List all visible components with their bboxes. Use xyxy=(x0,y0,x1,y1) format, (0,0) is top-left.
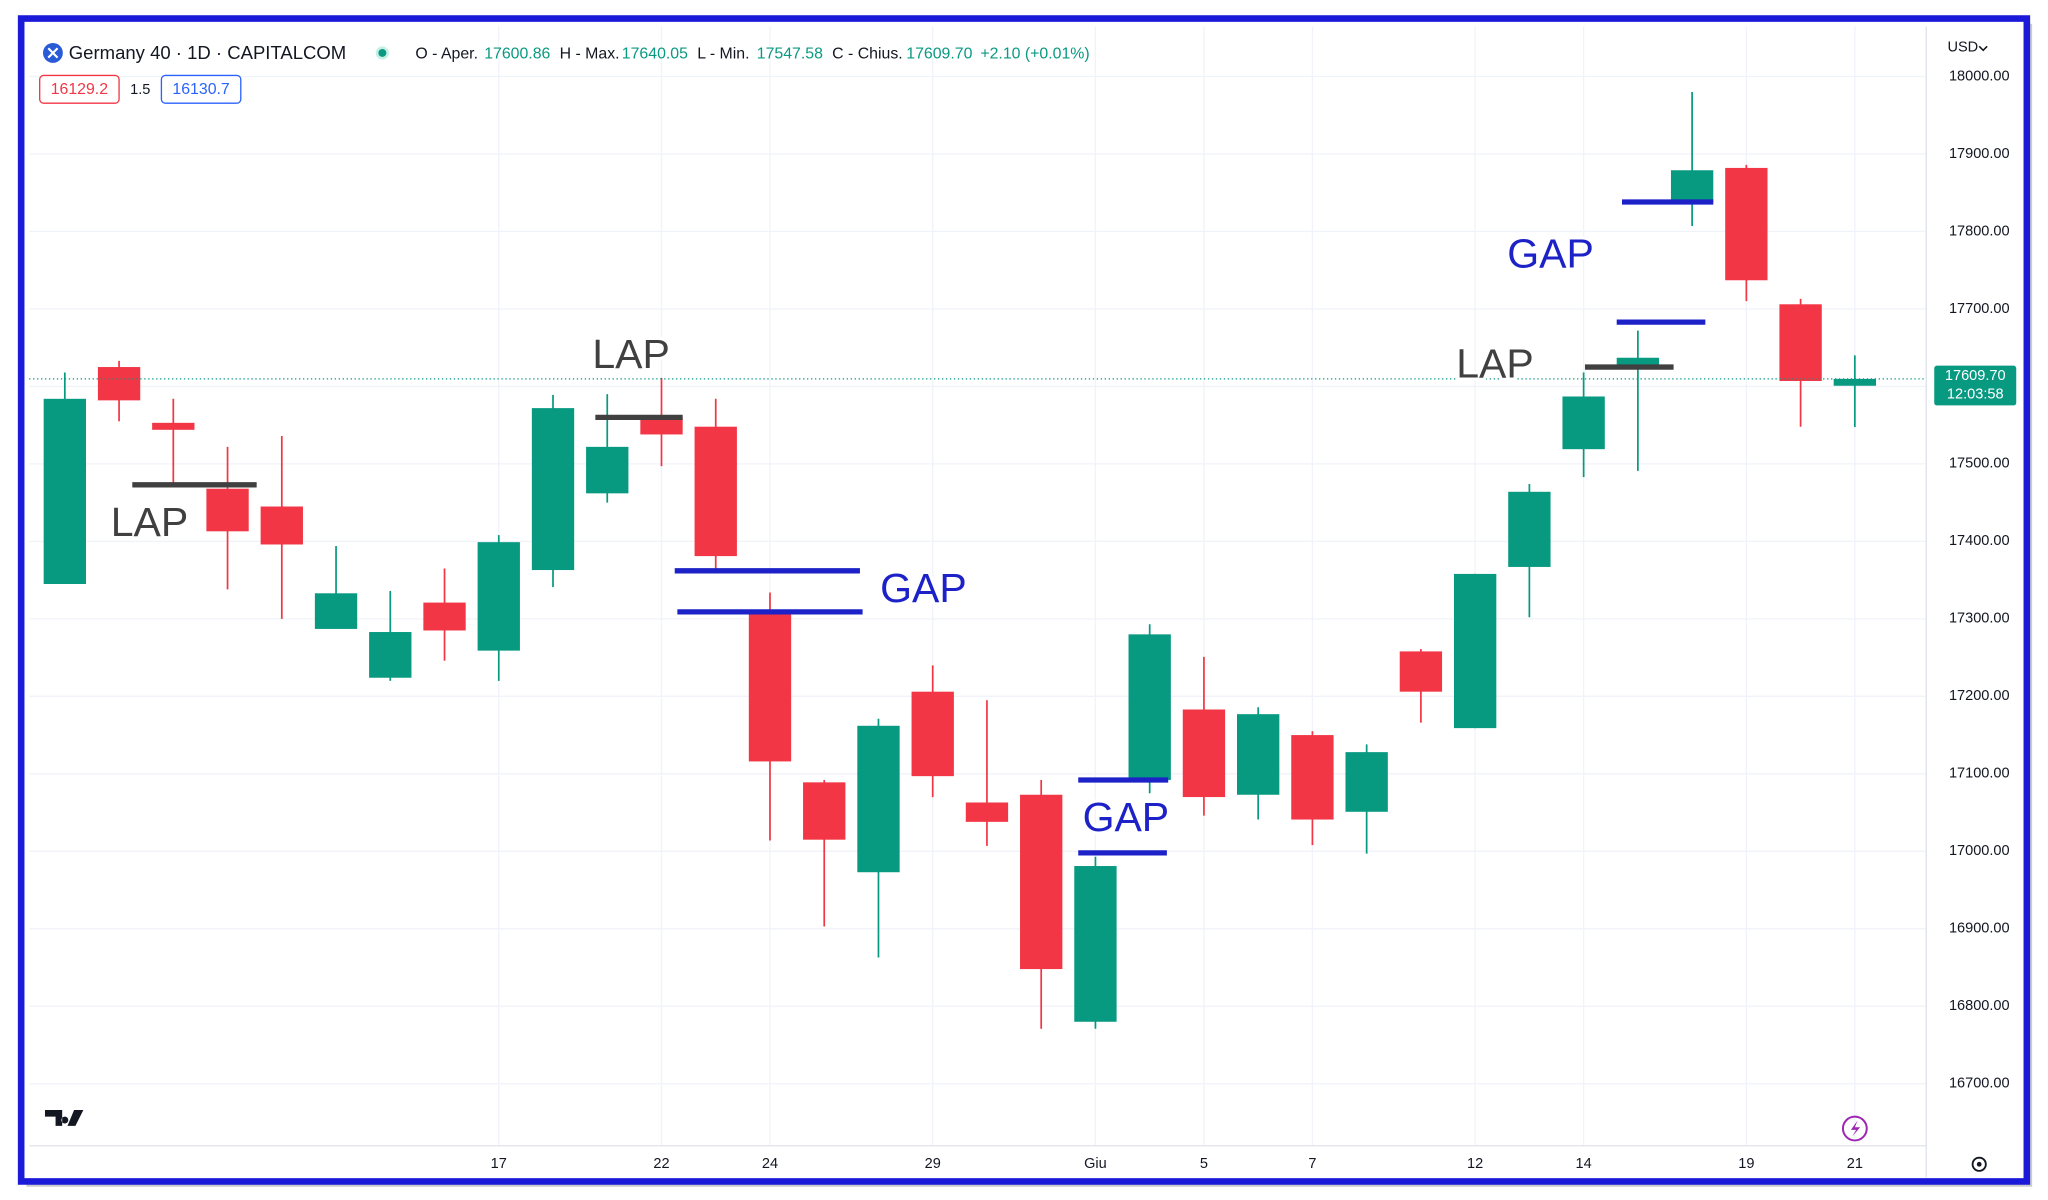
candle-body xyxy=(694,426,737,557)
candle-body xyxy=(206,488,249,532)
candle-body xyxy=(1128,634,1171,781)
x-tick-label: 17 xyxy=(491,1156,507,1172)
annotation-label: LAP xyxy=(592,331,670,377)
x-tick-label: Giu xyxy=(1084,1156,1107,1172)
buy-price[interactable]: 16130.7 xyxy=(172,81,230,98)
currency-chevron[interactable] xyxy=(1978,45,1988,52)
annotation-label: GAP xyxy=(1507,231,1594,277)
countdown-label: 12:03:58 xyxy=(1947,387,2004,403)
sell-button[interactable] xyxy=(39,74,120,104)
candle-body xyxy=(369,632,412,678)
y-tick-label: 17900.00 xyxy=(1949,146,2010,162)
candle-body xyxy=(97,367,141,401)
candle-body xyxy=(1670,170,1714,203)
candle-body xyxy=(857,725,900,873)
open-label: O - Aper. xyxy=(415,45,478,62)
high-label: H - Max. xyxy=(560,45,620,62)
candle-body xyxy=(640,417,683,435)
candle-body xyxy=(1779,304,1822,381)
market-status-dot xyxy=(378,48,387,57)
y-tick-label: 17400.00 xyxy=(1949,533,2010,549)
plot xyxy=(29,91,1927,1029)
y-tick-label: 17800.00 xyxy=(1949,223,2010,239)
low-value: 17547.58 xyxy=(757,45,823,62)
grid xyxy=(29,26,1927,1146)
symbol-icon-mark xyxy=(47,47,59,59)
candle-body xyxy=(43,398,86,584)
y-tick-label: 17200.00 xyxy=(1949,688,2010,704)
x-tick-label: 22 xyxy=(653,1156,669,1172)
alert-icon-bolt[interactable] xyxy=(1850,1120,1861,1137)
candle-body xyxy=(1399,651,1443,692)
y-tick-label: 17100.00 xyxy=(1949,766,2010,782)
candle-body xyxy=(1725,167,1768,281)
y-tick-label: 18000.00 xyxy=(1949,68,2010,84)
open-value: 17600.86 xyxy=(484,45,550,62)
close-value: 17609.70 xyxy=(906,45,972,62)
y-tick-label: 16700.00 xyxy=(1949,1076,2010,1092)
candle-body xyxy=(423,602,466,631)
candle-body xyxy=(1833,378,1877,386)
spread: 1.5 xyxy=(130,82,150,98)
last-price-label: 17609.70 xyxy=(1945,368,2006,384)
high-value: 17640.05 xyxy=(622,45,688,62)
x-tick-label: 7 xyxy=(1308,1156,1316,1172)
x-tick-label: 21 xyxy=(1847,1156,1863,1172)
candle-body xyxy=(1562,396,1605,450)
low-label: L - Min. xyxy=(697,45,749,62)
annotation-label: GAP xyxy=(880,565,967,611)
tradingview-logo[interactable] xyxy=(44,1110,84,1126)
change-value: +2.10 (+0.01%) xyxy=(980,45,1089,62)
y-tick-label: 16800.00 xyxy=(1949,998,2010,1014)
settings-icon-center[interactable] xyxy=(1976,1161,1982,1167)
y-tick-label: 17000.00 xyxy=(1949,843,2010,859)
annotation-label: LAP xyxy=(111,499,188,545)
candle-body xyxy=(586,446,629,494)
candle-body xyxy=(531,408,575,571)
annotation-label: GAP xyxy=(1083,794,1170,840)
y-tick-label: 17300.00 xyxy=(1949,611,2010,627)
sell-price[interactable]: 16129.2 xyxy=(51,81,109,98)
x-tick-label: 19 xyxy=(1738,1156,1754,1172)
y-tick-label: 17700.00 xyxy=(1949,301,2010,317)
x-tick-label: 29 xyxy=(925,1156,941,1172)
y-tick-label: 16900.00 xyxy=(1949,921,2010,937)
close-label: C - Chius. xyxy=(832,45,903,62)
x-tick-label: 24 xyxy=(762,1156,778,1172)
candle-body xyxy=(1345,752,1388,812)
settings-icon[interactable] xyxy=(1971,1156,1987,1172)
currency-selector[interactable]: USD xyxy=(1947,39,1978,55)
candle-body xyxy=(314,593,358,629)
annotation-label: LAP xyxy=(1456,340,1534,386)
candle-body xyxy=(748,611,792,762)
candle-body xyxy=(152,422,195,430)
candle-body xyxy=(1291,735,1334,820)
x-tick-label: 14 xyxy=(1576,1156,1592,1172)
buy-button[interactable] xyxy=(160,74,242,104)
candle-body xyxy=(1616,357,1660,367)
y-tick-label: 17500.00 xyxy=(1949,456,2010,472)
x-tick-label: 12 xyxy=(1467,1156,1483,1172)
annotations: LAP LAP GAP GAP LAP GAP xyxy=(107,199,1714,856)
candle-body xyxy=(1020,794,1063,970)
candle-body xyxy=(965,802,1009,822)
candle-body xyxy=(1182,709,1226,798)
candle-body xyxy=(1074,866,1117,1022)
candle-body xyxy=(477,542,520,651)
candle-body xyxy=(260,506,303,545)
candle-body xyxy=(1237,714,1280,795)
symbol-title: Germany 40 · 1D · CAPITALCOM xyxy=(69,42,346,63)
alert-icon[interactable] xyxy=(1841,1115,1868,1142)
candle-body xyxy=(803,782,846,840)
candle-body xyxy=(911,691,954,777)
candle-body xyxy=(1453,573,1497,729)
x-tick-label: 5 xyxy=(1200,1156,1208,1172)
candle-body xyxy=(1508,491,1551,567)
last-price-tag xyxy=(1934,365,2017,406)
